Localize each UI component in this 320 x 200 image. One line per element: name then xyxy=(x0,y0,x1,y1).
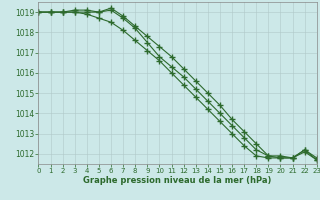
X-axis label: Graphe pression niveau de la mer (hPa): Graphe pression niveau de la mer (hPa) xyxy=(84,176,272,185)
